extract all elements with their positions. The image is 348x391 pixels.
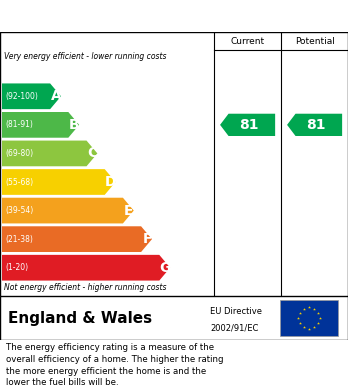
Text: (1-20): (1-20) (5, 263, 28, 272)
Polygon shape (2, 169, 116, 195)
Text: E: E (124, 204, 134, 217)
Text: (21-38): (21-38) (5, 235, 33, 244)
Text: 2002/91/EC: 2002/91/EC (210, 323, 258, 332)
Text: F: F (142, 232, 152, 246)
Text: G: G (160, 261, 171, 275)
Text: Current: Current (230, 36, 265, 45)
Text: (55-68): (55-68) (5, 178, 33, 187)
Polygon shape (287, 114, 342, 136)
Text: EU Directive: EU Directive (210, 307, 262, 316)
Polygon shape (2, 226, 152, 252)
Text: (39-54): (39-54) (5, 206, 33, 215)
Text: (81-91): (81-91) (5, 120, 33, 129)
Text: B: B (69, 118, 80, 132)
Text: 81: 81 (239, 118, 258, 132)
Polygon shape (220, 114, 275, 136)
Polygon shape (2, 141, 97, 166)
Polygon shape (2, 255, 170, 281)
Text: Very energy efficient - lower running costs: Very energy efficient - lower running co… (4, 52, 166, 61)
Polygon shape (2, 83, 61, 109)
Text: (69-80): (69-80) (5, 149, 33, 158)
Text: 81: 81 (306, 118, 325, 132)
Polygon shape (2, 198, 134, 223)
Polygon shape (2, 112, 79, 138)
Text: D: D (105, 175, 117, 189)
Text: England & Wales: England & Wales (8, 310, 152, 325)
Text: A: A (51, 89, 62, 103)
Bar (280, 300, 338, 336)
Text: Energy Efficiency Rating: Energy Efficiency Rating (9, 9, 230, 23)
Text: C: C (87, 146, 98, 160)
Text: Not energy efficient - higher running costs: Not energy efficient - higher running co… (4, 283, 166, 292)
Text: The energy efficiency rating is a measure of the
overall efficiency of a home. T: The energy efficiency rating is a measur… (6, 343, 223, 387)
Text: (92-100): (92-100) (5, 92, 38, 101)
Text: Potential: Potential (295, 36, 334, 45)
